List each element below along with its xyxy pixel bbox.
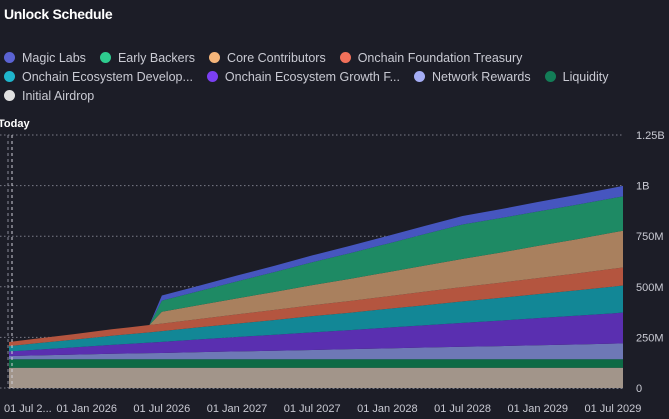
legend-item-network-rewards[interactable]: Network Rewards xyxy=(413,69,531,84)
legend-dot-icon xyxy=(206,71,218,82)
chart-title: Unlock Schedule xyxy=(4,6,113,22)
legend-dot-icon xyxy=(99,52,111,63)
x-tick-label: 01 Jan 2026 xyxy=(56,403,117,415)
area-onchain-foundation-treasury xyxy=(9,267,623,347)
legend-label: Onchain Ecosystem Develop... xyxy=(22,69,193,84)
x-tick-label: 01 Jul 2029 xyxy=(584,403,641,415)
area-magic-labs xyxy=(9,185,623,343)
legend-label: Onchain Foundation Treasury xyxy=(357,50,523,65)
legend-dot-icon xyxy=(544,71,556,82)
x-tick-label: 01 Jul 2026 xyxy=(133,403,190,415)
x-tick-label: 01 Jul 2... xyxy=(4,403,52,415)
y-tick-label: 500M xyxy=(636,282,664,294)
y-tick-label: 1.25B xyxy=(636,130,665,142)
legend-item-ecosystem-growth[interactable]: Onchain Ecosystem Growth F... xyxy=(206,69,400,84)
legend-row: Onchain Ecosystem Develop... Onchain Eco… xyxy=(4,67,644,86)
legend-item-core-contributors[interactable]: Core Contributors xyxy=(209,51,326,65)
legend-row: Initial Airdrop xyxy=(4,86,644,105)
x-tick-label: 01 Jul 2028 xyxy=(434,403,491,415)
legend-dot-icon xyxy=(4,90,15,101)
legend: Magic Labs Early Backers Core Contributo… xyxy=(4,48,644,105)
legend-label: Onchain Ecosystem Growth F... xyxy=(224,69,400,84)
area-liquidity xyxy=(9,359,623,368)
area-initial-airdrop xyxy=(9,367,623,388)
legend-label: Liquidity xyxy=(562,69,609,84)
x-tick-label: 01 Jan 2029 xyxy=(507,403,568,415)
legend-item-initial-airdrop[interactable]: Initial Airdrop xyxy=(4,89,94,103)
legend-label: Initial Airdrop xyxy=(22,88,95,103)
legend-item-ecosystem-development[interactable]: Onchain Ecosystem Develop... xyxy=(4,70,193,84)
legend-label: Core Contributors xyxy=(227,50,326,65)
y-tick-label: 750M xyxy=(636,231,664,243)
x-tick-label: 01 Jan 2027 xyxy=(207,403,268,415)
area-onchain-ecosystem-growth-f xyxy=(9,312,623,357)
legend-item-early-backers[interactable]: Early Backers xyxy=(99,50,196,65)
legend-label: Network Rewards xyxy=(431,69,531,84)
legend-label: Magic Labs xyxy=(22,50,86,65)
legend-item-foundation-treasury[interactable]: Onchain Foundation Treasury xyxy=(339,50,523,65)
y-tick-label: 250M xyxy=(636,332,664,344)
x-tick-label: 01 Jul 2027 xyxy=(284,403,341,415)
x-tick-label: 01 Jan 2028 xyxy=(357,403,418,415)
legend-dot-icon xyxy=(209,52,221,63)
area-core-contributors xyxy=(9,230,623,343)
today-label: Today xyxy=(0,118,30,130)
legend-dot-icon xyxy=(413,71,425,82)
legend-dot-icon xyxy=(339,52,351,63)
legend-item-liquidity[interactable]: Liquidity xyxy=(544,69,609,84)
area-early-backers xyxy=(9,196,623,343)
legend-dot-icon xyxy=(4,71,15,82)
legend-item-magic-labs[interactable]: Magic Labs xyxy=(4,51,86,65)
legend-dot-icon xyxy=(4,52,15,63)
y-tick-label: 0 xyxy=(636,383,642,395)
y-tick-label: 1B xyxy=(636,181,649,193)
area-network-rewards xyxy=(9,343,623,360)
legend-row: Magic Labs Early Backers Core Contributo… xyxy=(4,48,644,67)
area-onchain-ecosystem-develop xyxy=(9,285,623,352)
legend-label: Early Backers xyxy=(117,50,196,65)
